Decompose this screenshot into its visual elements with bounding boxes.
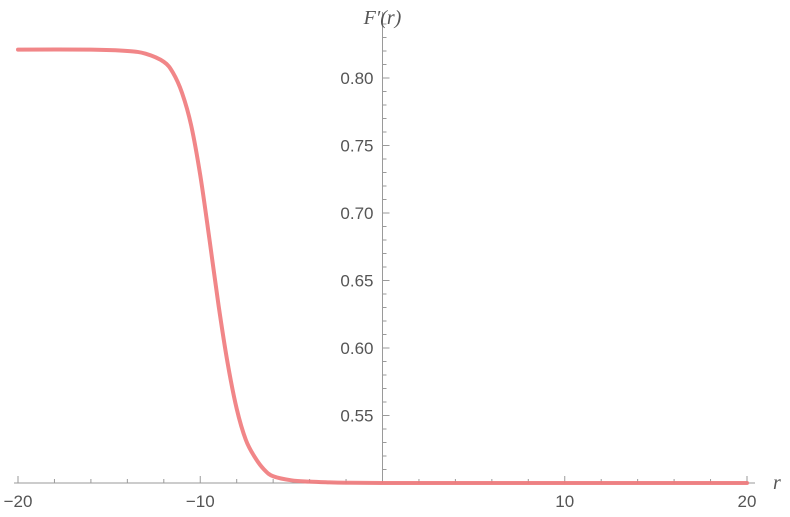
series-line-0 xyxy=(16,47,749,486)
x-tick-label: 10 xyxy=(555,492,574,511)
y-tick-label: 0.65 xyxy=(340,272,373,291)
axes xyxy=(14,12,755,484)
curve-layer xyxy=(16,47,749,486)
y-tick-label: 0.55 xyxy=(340,407,373,426)
y-tick-label: 0.75 xyxy=(340,137,373,156)
y-tick-label: 0.60 xyxy=(340,339,373,358)
y-tick-label: 0.70 xyxy=(340,204,373,223)
tick-labels: −20 −10 10 20 0.55 0.60 0.65 0.70 0.75 0.80 xyxy=(4,69,757,511)
y-tick-label: 0.80 xyxy=(340,69,373,88)
y-axis-label: F′(r) xyxy=(363,7,402,29)
x-tick-label: −20 xyxy=(4,492,33,511)
x-tick-label: 20 xyxy=(738,492,757,511)
x-axis-label: r xyxy=(773,472,781,494)
x-tick-label: −10 xyxy=(186,492,215,511)
